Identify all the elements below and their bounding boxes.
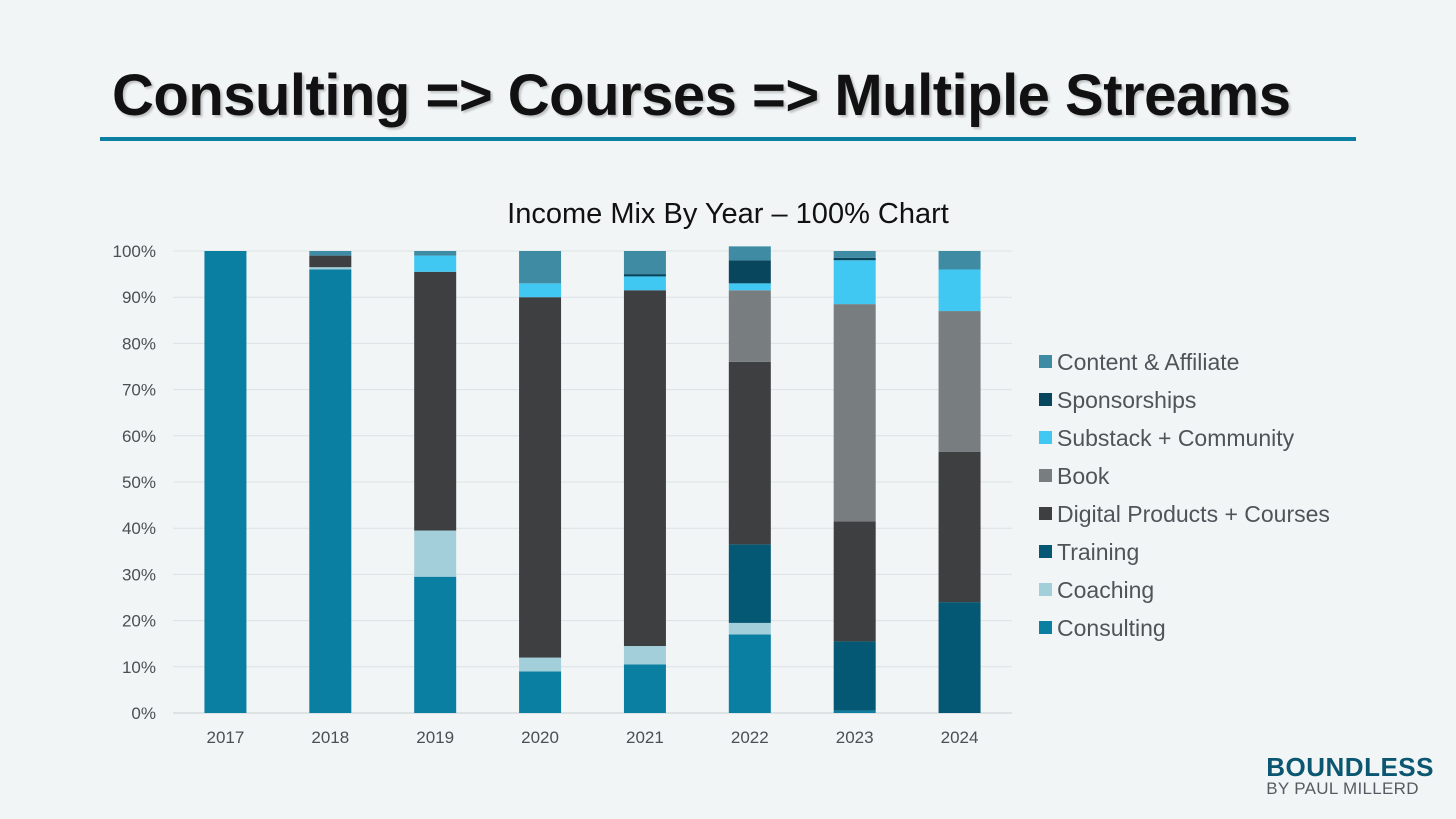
bar-segment <box>414 251 457 256</box>
bar-segment <box>519 297 562 658</box>
bar-segment <box>938 451 981 603</box>
bar-segment <box>414 255 457 272</box>
legend-label: Training <box>1057 539 1139 565</box>
bar-segment <box>938 251 981 270</box>
bar-segment <box>519 283 562 298</box>
x-tick-label: 2020 <box>521 728 559 747</box>
y-tick-label: 50% <box>122 473 156 492</box>
bar-segment <box>833 304 876 522</box>
bar-segment <box>833 710 876 713</box>
legend-label: Consulting <box>1057 615 1166 641</box>
bar-segment <box>938 602 981 713</box>
y-tick-label: 100% <box>113 242 156 261</box>
bar-segment <box>414 530 457 577</box>
legend-swatch <box>1039 621 1052 634</box>
bar-segment <box>519 671 562 713</box>
y-tick-label: 70% <box>122 381 156 400</box>
title-underline <box>100 137 1356 141</box>
bar-segment <box>728 283 771 291</box>
bar-segment <box>833 641 876 711</box>
x-tick-label: 2018 <box>311 728 349 747</box>
legend-label: Content & Affiliate <box>1057 349 1239 375</box>
bar-segment <box>728 622 771 635</box>
brand-subtitle: BY PAUL MILLERD <box>1266 779 1419 798</box>
chart-bars <box>204 246 981 713</box>
bar-segment <box>623 290 666 647</box>
y-tick-label: 10% <box>122 658 156 677</box>
legend-swatch <box>1039 431 1052 444</box>
x-tick-label: 2024 <box>941 728 979 747</box>
x-tick-label: 2019 <box>416 728 454 747</box>
legend-label: Digital Products + Courses <box>1057 501 1330 527</box>
chart-title: Income Mix By Year – 100% Chart <box>507 198 949 230</box>
bar-segment <box>728 260 771 284</box>
bar-segment <box>414 576 457 713</box>
x-tick-label: 2021 <box>626 728 664 747</box>
y-tick-label: 30% <box>122 565 156 584</box>
bar-segment <box>309 267 352 270</box>
y-tick-label: 20% <box>122 612 156 631</box>
y-tick-label: 0% <box>131 704 156 723</box>
chart-x-axis: 2017 2018 2019 2020 2021 2022 2023 2024 <box>207 728 979 747</box>
brand-name: BOUNDLESS <box>1266 752 1434 782</box>
bar-segment <box>938 311 981 452</box>
bar-segment <box>728 361 771 545</box>
y-tick-label: 60% <box>122 427 156 446</box>
bar-segment <box>728 246 771 261</box>
bar-segment <box>623 251 666 275</box>
legend-swatch <box>1039 393 1052 406</box>
legend-label: Substack + Community <box>1057 425 1295 451</box>
bar-segment <box>623 274 666 277</box>
x-tick-label: 2022 <box>731 728 769 747</box>
legend-label: Book <box>1057 463 1110 489</box>
slide-title: Consulting => Courses => Multiple Stream… <box>112 63 1291 128</box>
chart-y-axis: 0% 10% 20% 30% 40% 50% 60% 70% 80% 90% 100% <box>113 242 156 723</box>
y-tick-label: 40% <box>122 519 156 538</box>
legend-label: Coaching <box>1057 577 1154 603</box>
bar-segment <box>833 521 876 642</box>
bar-segment <box>309 251 352 256</box>
bar-segment <box>309 255 352 268</box>
chart-gridlines <box>173 250 1012 714</box>
y-tick-label: 90% <box>122 288 156 307</box>
legend-swatch <box>1039 507 1052 520</box>
bar-segment <box>309 269 352 713</box>
bar-segment <box>728 290 771 362</box>
legend-swatch <box>1039 469 1052 482</box>
bar-segment <box>623 664 666 713</box>
bar-segment <box>938 269 981 312</box>
legend-swatch <box>1039 583 1052 596</box>
bar-segment <box>728 544 771 623</box>
bar-segment <box>623 646 666 665</box>
bar-segment <box>204 251 247 713</box>
legend-swatch <box>1039 355 1052 368</box>
x-tick-label: 2017 <box>207 728 245 747</box>
bar-segment <box>833 257 876 261</box>
bar-segment <box>623 276 666 291</box>
bar-segment <box>728 634 771 713</box>
x-tick-label: 2023 <box>836 728 874 747</box>
brand-logo: BOUNDLESS BY PAUL MILLERD <box>1266 754 1434 798</box>
chart-legend: Content & Affiliate Sponsorships Substack … <box>1039 349 1330 641</box>
bar-segment <box>414 271 457 531</box>
legend-swatch <box>1039 545 1052 558</box>
bar-segment <box>833 251 876 258</box>
y-tick-label: 80% <box>122 334 156 353</box>
bar-segment <box>833 260 876 305</box>
bar-segment <box>519 251 562 284</box>
legend-label: Sponsorships <box>1057 387 1196 413</box>
bar-segment <box>519 657 562 672</box>
